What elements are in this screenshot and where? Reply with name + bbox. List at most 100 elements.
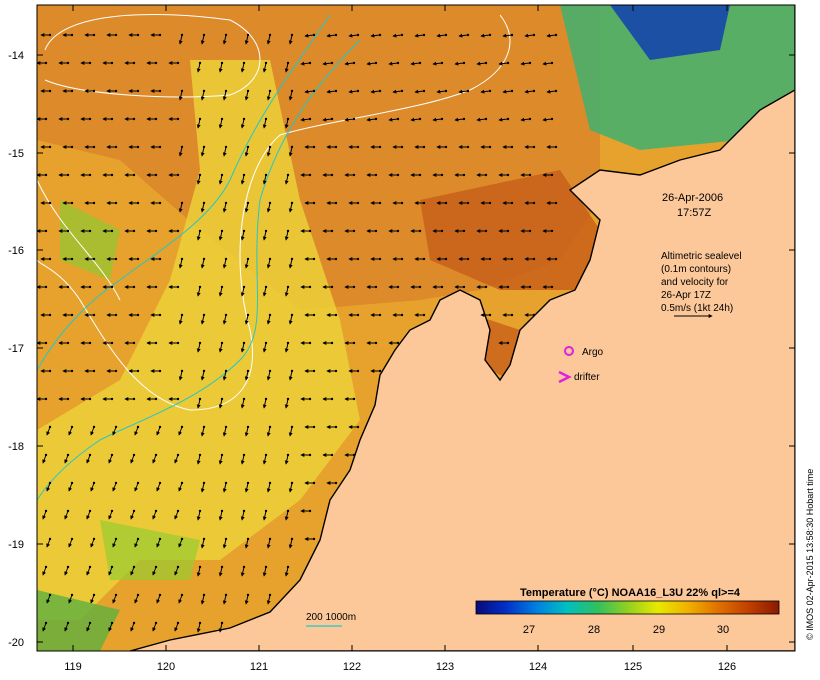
velocity-arrow-origin — [440, 285, 444, 289]
velocity-arrow-origin — [110, 285, 114, 289]
velocity-arrow-origin — [92, 145, 96, 149]
velocity-arrow-origin — [66, 397, 70, 401]
velocity-arrow-origin — [506, 173, 510, 177]
velocity-arrow — [288, 258, 293, 269]
velocity-arrow — [218, 174, 223, 185]
map-plot-area — [37, 5, 795, 651]
velocity-arrow-origin — [484, 285, 488, 289]
velocity-arrow-origin — [70, 593, 74, 597]
velocity-arrow-origin — [264, 117, 268, 121]
velocity-arrow-origin — [202, 89, 206, 93]
velocity-arrow-origin — [264, 397, 268, 401]
velocity-arrow-origin — [356, 89, 360, 93]
velocity-arrow-origin — [66, 61, 70, 65]
velocity-arrow-origin — [220, 341, 224, 345]
velocity-arrow-origin — [312, 369, 316, 373]
velocity-arrow-origin — [224, 257, 228, 261]
velocity-arrow-origin — [180, 145, 184, 149]
velocity-arrow-origin — [136, 593, 140, 597]
velocity-arrow-origin — [268, 145, 272, 149]
colorbar: Temperature (°C) NOAA16_L3U 22% ql>=4 27… — [475, 587, 780, 636]
velocity-arrow — [542, 61, 553, 66]
velocity-arrow-origin — [352, 453, 356, 457]
velocity-arrow-origin — [246, 257, 250, 261]
velocity-arrow-origin — [88, 509, 92, 513]
velocity-arrow-origin — [440, 61, 444, 65]
velocity-arrow-origin — [462, 229, 466, 233]
velocity-arrow-origin — [396, 173, 400, 177]
velocity-arrow-origin — [466, 257, 470, 261]
velocity-arrow-origin — [114, 201, 118, 205]
velocity-arrow-origin — [290, 89, 294, 93]
velocity-arrow-origin — [110, 621, 114, 625]
velocity-arrow-origin — [44, 397, 48, 401]
velocity-arrow — [344, 61, 355, 66]
drifter-marker — [558, 370, 572, 384]
velocity-arrow-origin — [92, 593, 96, 597]
velocity-arrow-origin — [114, 313, 118, 317]
velocity-arrow-origin — [132, 117, 136, 121]
velocity-arrow-origin — [286, 285, 290, 289]
velocity-arrow-origin — [290, 481, 294, 485]
velocity-arrow-origin — [286, 61, 290, 65]
velocity-arrow-origin — [268, 313, 272, 317]
velocity-arrow — [68, 594, 73, 604]
velocity-arrow-origin — [242, 117, 246, 121]
velocity-arrow-origin — [334, 33, 338, 37]
velocity-arrow — [130, 454, 135, 464]
velocity-arrow-origin — [268, 33, 272, 37]
velocity-arrow-origin — [198, 285, 202, 289]
velocity-arrow — [266, 34, 271, 45]
velocity-arrow-origin — [198, 229, 202, 233]
velocity-arrow — [218, 510, 223, 521]
velocity-arrow-origin — [356, 201, 360, 205]
velocity-arrow — [222, 370, 227, 381]
velocity-arrow — [178, 482, 183, 492]
velocity-arrow-origin — [462, 285, 466, 289]
velocity-arrow — [454, 117, 465, 122]
velocity-arrow-origin — [268, 89, 272, 93]
velocity-arrow — [244, 258, 249, 269]
velocity-arrow — [240, 454, 245, 465]
velocity-arrow — [112, 482, 117, 492]
velocity-arrow — [392, 33, 403, 38]
velocity-arrow — [152, 510, 157, 520]
velocity-arrow-origin — [290, 425, 294, 429]
velocity-arrow — [322, 117, 333, 122]
velocity-arrow — [218, 566, 223, 577]
velocity-arrow-origin — [532, 145, 536, 149]
velocity-arrow-origin — [154, 61, 158, 65]
velocity-arrow-origin — [44, 117, 48, 121]
velocity-arrow-origin — [246, 145, 250, 149]
velocity-arrow-origin — [374, 173, 378, 177]
velocity-arrow — [348, 33, 359, 38]
velocity-arrow — [46, 426, 51, 436]
velocity-arrow-origin — [70, 145, 74, 149]
velocity-arrow-origin — [246, 425, 250, 429]
lon-tick-119: 119 — [64, 661, 82, 673]
velocity-arrow — [134, 426, 139, 436]
velocity-arrow-origin — [334, 89, 338, 93]
velocity-arrow-origin — [224, 313, 228, 317]
velocity-arrow-origin — [180, 33, 184, 37]
velocity-arrow-origin — [242, 341, 246, 345]
velocity-arrow-origin — [462, 173, 466, 177]
velocity-arrow-origin — [396, 285, 400, 289]
altimetry-note-line-5: 0.5m/s (1kt 24h) — [661, 303, 733, 314]
velocity-arrow — [68, 482, 73, 492]
velocity-arrow-origin — [528, 229, 532, 233]
velocity-arrow-origin — [440, 229, 444, 233]
velocity-arrow-origin — [88, 621, 92, 625]
velocity-arrow — [196, 230, 201, 241]
lat-tick-20: -20 — [8, 637, 24, 649]
velocity-arrow-origin — [356, 425, 360, 429]
velocity-arrow-origin — [418, 229, 422, 233]
velocity-arrow-origin — [92, 257, 96, 261]
velocity-arrow-origin — [176, 173, 180, 177]
velocity-arrow — [326, 89, 337, 94]
velocity-arrow — [366, 61, 377, 66]
velocity-arrow — [200, 426, 205, 437]
velocity-arrow — [178, 146, 183, 157]
velocity-arrow — [200, 538, 205, 549]
velocity-arrow — [262, 342, 267, 353]
